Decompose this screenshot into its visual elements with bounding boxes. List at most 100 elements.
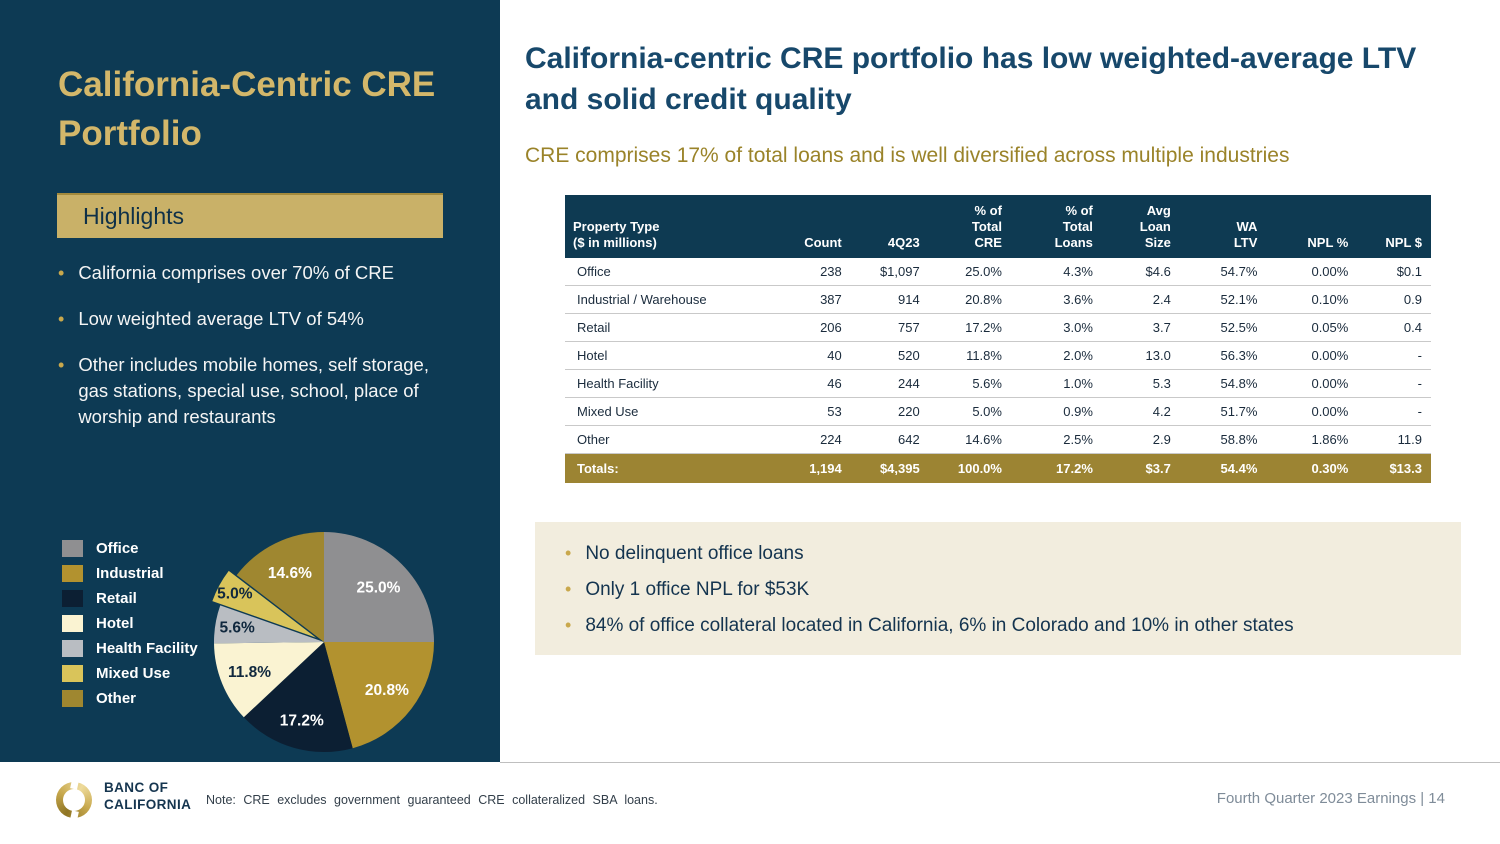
table-cell: 642 xyxy=(850,425,929,454)
table-cell: 4.3% xyxy=(1010,258,1102,286)
table-cell: - xyxy=(1357,341,1431,370)
table-cell: $4.6 xyxy=(1101,258,1180,286)
table-cell: 25.0% xyxy=(928,258,1011,286)
table-cell: 0.00% xyxy=(1266,369,1358,398)
table-cell: 5.6% xyxy=(928,369,1011,398)
table-cell: 757 xyxy=(850,313,929,342)
sidebar: California-Centric CRE Portfolio Highlig… xyxy=(0,0,500,762)
table-cell: 3.7 xyxy=(1101,313,1180,342)
table-cell: - xyxy=(1357,369,1431,398)
pie-label: 11.8% xyxy=(228,664,271,681)
table-cell: 0.05% xyxy=(1266,313,1358,342)
column-header: WA LTV xyxy=(1179,195,1267,258)
bullet-icon: • xyxy=(58,309,65,329)
table-cell: Industrial / Warehouse xyxy=(565,285,778,314)
table-cell: 51.7% xyxy=(1179,397,1267,426)
cre-table: Property Type ($ in millions) Count 4Q23% o… xyxy=(565,195,1431,483)
pie-label: 5.6% xyxy=(219,620,255,637)
pie-label: 14.6% xyxy=(268,565,312,582)
page-number: Fourth Quarter 2023 Earnings | 14 xyxy=(1216,790,1445,807)
table-cell: 56.3% xyxy=(1179,341,1267,370)
table-cell: 0.10% xyxy=(1266,285,1358,314)
cre-table-head: Property Type ($ in millions) Count 4Q23% o… xyxy=(565,195,1431,258)
cre-table-totals: Totals: 1,194 $4,395 100.0% 17.2% $3.7 54.4% 0.… xyxy=(565,453,1431,483)
pie-legend: Office Industrial Retail Hotel Health Facili… xyxy=(62,536,198,711)
office-callout-box: • No delinquent office loans • Only 1 offic… xyxy=(535,522,1461,655)
table-cell: 2.9 xyxy=(1101,425,1180,454)
legend-label: Hotel xyxy=(96,615,134,632)
highlight-bullet-text: Low weighted average LTV of 54% xyxy=(78,308,364,329)
highlight-bullet: • Other includes mobile homes, self stora… xyxy=(58,352,450,430)
legend-swatch-icon xyxy=(62,565,83,582)
legend-label: Retail xyxy=(96,590,137,607)
table-cell: 58.8% xyxy=(1179,425,1267,454)
legend-label: Office xyxy=(96,540,139,557)
pie-slice-other xyxy=(236,532,324,642)
pie-label: 20.8% xyxy=(365,682,409,699)
highlight-bullet: • California comprises over 70% of CRE xyxy=(58,260,450,286)
table-row: Health Facility 46 244 5.6% 1.0% 5.3 54.8% 0.00… xyxy=(565,369,1431,398)
table-cell: 0.4 xyxy=(1357,313,1431,342)
table-cell: Other xyxy=(565,425,778,454)
highlight-bullet-text: Other includes mobile homes, self storag… xyxy=(78,354,429,427)
table-cell: 40 xyxy=(777,341,851,370)
table-cell: 13.0 xyxy=(1101,341,1180,370)
table-cell: 0.00% xyxy=(1266,258,1358,286)
legend-label: Mixed Use xyxy=(96,665,171,682)
totals-cell: 17.2% xyxy=(1010,453,1102,483)
legend-item: Retail xyxy=(62,586,198,611)
table-cell: 54.8% xyxy=(1179,369,1267,398)
legend-swatch-icon xyxy=(62,665,83,682)
table-cell: 20.8% xyxy=(928,285,1011,314)
brand-line2: CALIFORNIA xyxy=(104,797,192,812)
column-header: % of Total Loans xyxy=(1010,195,1102,258)
bullet-icon: • xyxy=(58,355,65,375)
callout-bullet-text: Only 1 office NPL for $53K xyxy=(585,579,810,600)
footnote: Note: CRE excludes government guaranteed… xyxy=(206,793,658,807)
legend-swatch-icon xyxy=(62,690,83,707)
pie-slice-hotel xyxy=(214,642,324,718)
cre-pie-chart: 25.0% 20.8% 17.2% 11.8% 5.6% 5.0% 14.6% xyxy=(206,524,442,760)
legend-label: Health Facility xyxy=(96,640,198,657)
page-title: California-centric CRE portfolio has low… xyxy=(525,42,1417,116)
table-cell: Mixed Use xyxy=(565,397,778,426)
pie-slice-office xyxy=(324,532,434,642)
bullet-icon: • xyxy=(565,543,572,563)
table-cell: 2.4 xyxy=(1101,285,1180,314)
table-cell: 0.00% xyxy=(1266,341,1358,370)
table-cell: 0.00% xyxy=(1266,397,1358,426)
table-cell: 53 xyxy=(777,397,851,426)
highlight-bullets: • California comprises over 70% of CRE • Lo… xyxy=(58,260,450,450)
highlight-bullet-text: California comprises over 70% of CRE xyxy=(78,262,394,283)
column-header: NPL % xyxy=(1266,195,1358,258)
column-header: 4Q23 xyxy=(850,195,929,258)
table-cell: 0.9% xyxy=(1010,397,1102,426)
column-header: Property Type ($ in millions) xyxy=(565,195,778,258)
totals-cell: $3.7 xyxy=(1101,453,1180,483)
legend-label: Other xyxy=(96,690,137,707)
table-cell: Retail xyxy=(565,313,778,342)
totals-cell: 54.4% xyxy=(1179,453,1267,483)
table-row: Office 238 $1,097 25.0% 4.3% $4.6 54.7% 0.00% $0… xyxy=(565,258,1431,286)
table-cell: 54.7% xyxy=(1179,258,1267,286)
totals-cell: 0.30% xyxy=(1266,453,1358,483)
table-cell: 206 xyxy=(777,313,851,342)
legend-swatch-icon xyxy=(62,590,83,607)
table-cell: 0.9 xyxy=(1357,285,1431,314)
brand-name: BANC OF CALIFORNIA xyxy=(104,779,191,813)
callout-bullet: • Only 1 office NPL for $53K xyxy=(565,578,1451,601)
cre-table-body: Office 238 $1,097 25.0% 4.3% $4.6 54.7% 0.00% $0… xyxy=(565,258,1431,454)
logo-ring-icon xyxy=(56,779,92,821)
table-cell: Health Facility xyxy=(565,369,778,398)
totals-cell: 100.0% xyxy=(928,453,1011,483)
legend-item: Office xyxy=(62,536,198,561)
footer-divider xyxy=(500,762,1500,763)
legend-label: Industrial xyxy=(96,565,164,582)
table-row: Hotel 40 520 11.8% 2.0% 13.0 56.3% 0.00% - xyxy=(565,341,1431,370)
table-cell: Office xyxy=(565,258,778,286)
table-cell: 52.5% xyxy=(1179,313,1267,342)
pie-slice-mixed-use xyxy=(212,570,317,638)
table-cell: 914 xyxy=(850,285,929,314)
legend-item: Industrial xyxy=(62,561,198,586)
